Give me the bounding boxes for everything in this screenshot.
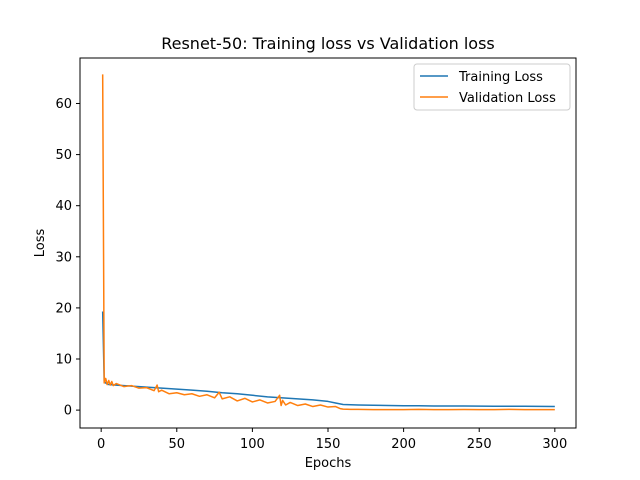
y-tick-label: 0 bbox=[64, 404, 72, 419]
plot-frame bbox=[79, 57, 577, 429]
x-tick-label: 100 bbox=[240, 437, 265, 452]
series-line-1 bbox=[101, 74, 555, 411]
y-tick-label: 50 bbox=[55, 148, 72, 163]
y-tick-label: 20 bbox=[55, 301, 72, 316]
y-tick-label: 10 bbox=[55, 353, 72, 368]
series-line-0 bbox=[101, 311, 555, 408]
legend-box bbox=[413, 63, 571, 111]
x-tick-label: 150 bbox=[316, 437, 341, 452]
y-axis-ticks: 0 10 20 30 40 50 60 bbox=[55, 97, 80, 419]
chart-title: Resnet-50: Training loss vs Validation l… bbox=[161, 34, 495, 53]
y-tick-label: 30 bbox=[55, 250, 72, 265]
legend-label-validation: Validation Loss bbox=[459, 91, 556, 106]
x-tick-label: 0 bbox=[97, 437, 105, 452]
legend: Training Loss Validation Loss bbox=[413, 63, 571, 111]
x-tick-label: 200 bbox=[391, 437, 416, 452]
x-axis-ticks: 0 50 100 150 200 250 300 bbox=[97, 428, 567, 452]
x-tick-label: 50 bbox=[169, 437, 186, 452]
y-tick-label: 40 bbox=[55, 199, 72, 214]
y-tick-label: 60 bbox=[55, 97, 72, 112]
x-axis-label: Epochs bbox=[305, 456, 352, 471]
x-tick-label: 250 bbox=[467, 437, 492, 452]
y-axis-label: Loss bbox=[33, 229, 48, 258]
plot-lines bbox=[101, 74, 555, 411]
legend-label-training: Training Loss bbox=[458, 70, 543, 85]
x-tick-label: 300 bbox=[542, 437, 567, 452]
